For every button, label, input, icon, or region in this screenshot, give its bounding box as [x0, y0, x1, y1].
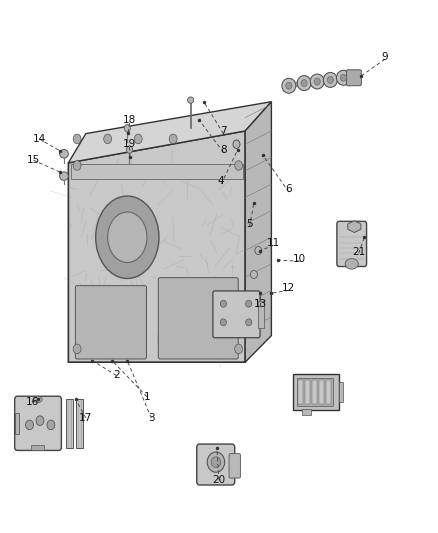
FancyBboxPatch shape: [197, 444, 235, 485]
Ellipse shape: [127, 146, 133, 154]
Text: 14: 14: [32, 134, 46, 144]
Ellipse shape: [286, 82, 292, 89]
Ellipse shape: [345, 259, 358, 269]
Ellipse shape: [73, 134, 81, 144]
Bar: [31, 445, 44, 450]
Text: 19: 19: [123, 139, 136, 149]
Ellipse shape: [60, 150, 68, 158]
Ellipse shape: [207, 452, 225, 472]
Bar: [326, 380, 331, 403]
Ellipse shape: [301, 79, 307, 86]
Ellipse shape: [73, 344, 81, 354]
Text: 17: 17: [79, 413, 92, 423]
Ellipse shape: [323, 72, 337, 87]
FancyBboxPatch shape: [158, 278, 238, 359]
Ellipse shape: [124, 125, 131, 132]
Text: 2: 2: [113, 370, 120, 381]
FancyBboxPatch shape: [213, 291, 260, 338]
Bar: [258, 301, 264, 328]
Text: 11: 11: [267, 238, 280, 247]
Ellipse shape: [235, 344, 243, 354]
Text: 4: 4: [218, 176, 225, 187]
Text: 20: 20: [212, 475, 226, 485]
Ellipse shape: [95, 196, 159, 278]
Text: 15: 15: [27, 155, 40, 165]
Text: 6: 6: [286, 184, 292, 195]
Text: 3: 3: [148, 413, 155, 423]
Ellipse shape: [211, 457, 221, 467]
Text: 18: 18: [123, 115, 136, 125]
Ellipse shape: [73, 161, 81, 170]
Ellipse shape: [25, 420, 33, 430]
Text: 5: 5: [246, 219, 253, 229]
Ellipse shape: [314, 78, 320, 85]
Ellipse shape: [255, 247, 262, 255]
Polygon shape: [348, 221, 361, 232]
Ellipse shape: [251, 270, 258, 278]
Polygon shape: [68, 102, 272, 163]
Polygon shape: [68, 131, 245, 362]
Bar: [312, 380, 317, 403]
Bar: [71, 164, 243, 179]
Text: 13: 13: [254, 298, 267, 309]
Bar: [302, 409, 311, 415]
Bar: [293, 374, 339, 410]
Bar: [305, 380, 310, 403]
Polygon shape: [245, 102, 272, 362]
Text: 1: 1: [144, 392, 150, 402]
Text: 8: 8: [220, 144, 227, 155]
Ellipse shape: [104, 134, 112, 144]
Ellipse shape: [220, 319, 226, 326]
Ellipse shape: [235, 161, 243, 170]
Bar: [66, 399, 73, 448]
Bar: [15, 413, 18, 434]
Ellipse shape: [169, 134, 177, 144]
Ellipse shape: [108, 212, 147, 263]
Ellipse shape: [336, 70, 350, 85]
Bar: [339, 382, 343, 402]
Bar: [319, 380, 324, 403]
Ellipse shape: [246, 300, 252, 307]
Ellipse shape: [282, 78, 296, 93]
Text: 7: 7: [220, 126, 227, 136]
Bar: [297, 378, 333, 406]
Ellipse shape: [60, 172, 68, 180]
Text: 12: 12: [282, 283, 296, 293]
Ellipse shape: [297, 76, 311, 91]
Ellipse shape: [134, 134, 142, 144]
Bar: [298, 380, 303, 403]
FancyBboxPatch shape: [75, 286, 147, 359]
Ellipse shape: [327, 76, 333, 83]
Text: 9: 9: [381, 52, 388, 61]
FancyBboxPatch shape: [229, 454, 240, 478]
Ellipse shape: [220, 300, 226, 307]
FancyBboxPatch shape: [14, 396, 61, 450]
Text: 21: 21: [352, 247, 365, 256]
Text: 10: 10: [293, 254, 306, 263]
Ellipse shape: [340, 74, 346, 81]
FancyBboxPatch shape: [346, 70, 361, 86]
Ellipse shape: [36, 416, 44, 425]
Ellipse shape: [187, 97, 194, 103]
Ellipse shape: [233, 140, 240, 149]
Text: 16: 16: [25, 397, 39, 407]
Ellipse shape: [310, 74, 324, 89]
Ellipse shape: [33, 396, 42, 402]
FancyBboxPatch shape: [337, 221, 367, 266]
Ellipse shape: [246, 319, 252, 326]
Ellipse shape: [47, 420, 55, 430]
Bar: [76, 399, 83, 448]
